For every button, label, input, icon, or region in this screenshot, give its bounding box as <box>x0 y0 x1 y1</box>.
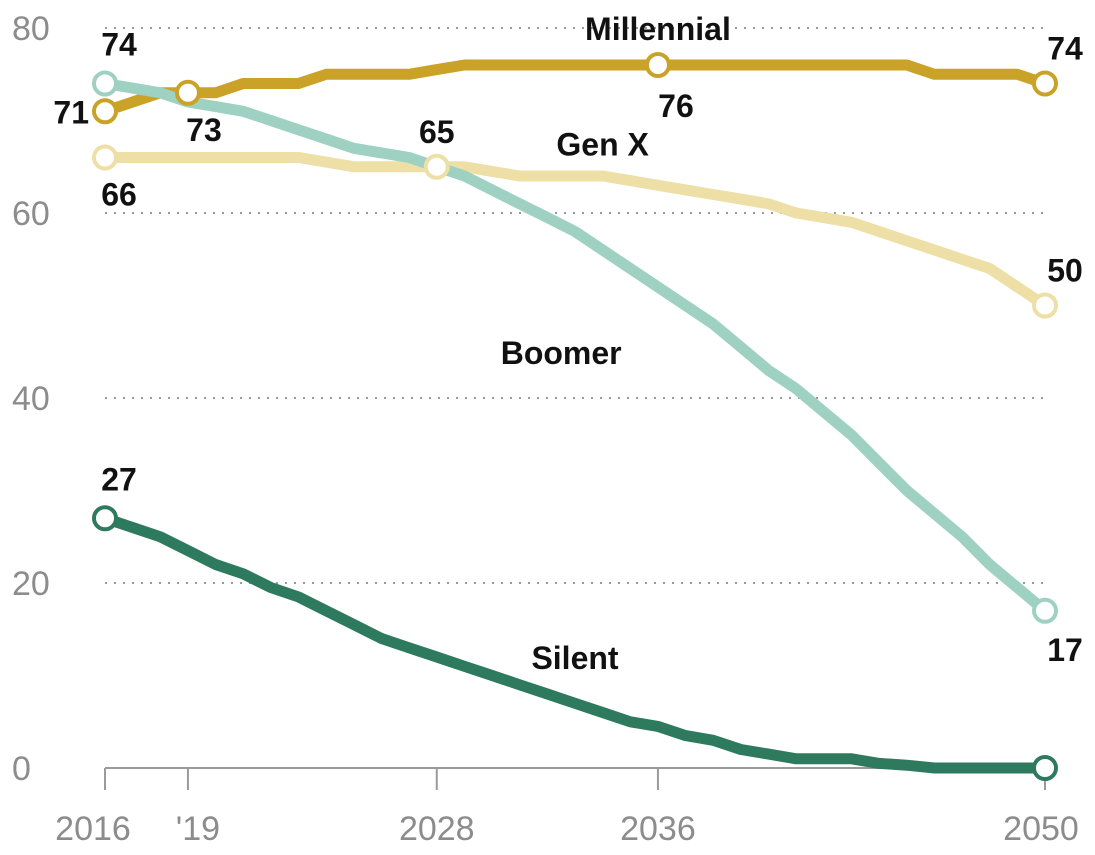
data-label-boomer-2050: 17 <box>1047 632 1083 668</box>
data-label-millennial-2016: 71 <box>53 94 89 130</box>
data-label-millennial-2036: 76 <box>658 88 694 124</box>
marker-millennial-2036 <box>644 52 671 78</box>
marker-silent-2050 <box>1032 755 1058 781</box>
series-label-millennial: Millennial <box>585 11 731 47</box>
data-label-millennial-2050: 74 <box>1047 31 1083 67</box>
gridlines <box>105 27 1045 584</box>
x-tick-label-2028: 2028 <box>399 810 475 848</box>
marker-millennial-2016 <box>92 98 118 125</box>
marker-silent-2016 <box>92 505 118 532</box>
marker-boomer-2050 <box>1032 597 1058 624</box>
series-markers <box>92 52 1058 781</box>
x-tick-label-2050: 2050 <box>1003 810 1079 848</box>
series-lines <box>99 59 1051 774</box>
y-tick-label-40: 40 <box>12 380 50 418</box>
axes: 0 20 40 60 80 2016 '19 2028 2036 2050 <box>12 10 1079 848</box>
series-label-boomer: Boomer <box>501 335 622 371</box>
x-tick-label-2036: 2036 <box>620 810 696 848</box>
x-tick-label-2016: 2016 <box>55 810 131 848</box>
marker-gen-x-2050 <box>1032 292 1058 319</box>
series-label-gen-x: Gen X <box>556 127 649 163</box>
data-label-millennial-2019: 73 <box>186 112 222 148</box>
y-tick-label-60: 60 <box>12 195 50 233</box>
labels: 71 73 76 74 Millennial 66 65 50 Gen X 74 17 Boomer 2… <box>53 11 1083 676</box>
marker-gen-x-2016 <box>92 144 118 171</box>
series-line-gen-x <box>99 152 1051 311</box>
data-label-gen-x-2016: 66 <box>101 177 137 213</box>
x-tick-label-2019: '19 <box>176 810 220 848</box>
marker-millennial-2019 <box>174 79 201 106</box>
series-line-millennial <box>99 59 1051 117</box>
y-tick-label-0: 0 <box>12 750 31 788</box>
y-tick-label-20: 20 <box>12 565 50 603</box>
series-line-silent <box>99 512 1051 774</box>
series-line-boomer <box>99 78 1051 617</box>
series-label-silent: Silent <box>531 640 618 676</box>
y-tick-label-80: 80 <box>12 10 50 48</box>
data-label-silent-2016: 27 <box>101 461 137 497</box>
marker-gen-x-2028 <box>423 153 450 180</box>
data-label-boomer-2016: 74 <box>101 27 137 63</box>
marker-boomer-2016 <box>92 70 118 97</box>
marker-millennial-2050 <box>1032 70 1058 97</box>
data-label-gen-x-2028: 65 <box>419 114 455 150</box>
data-label-gen-x-2050: 50 <box>1047 253 1083 289</box>
